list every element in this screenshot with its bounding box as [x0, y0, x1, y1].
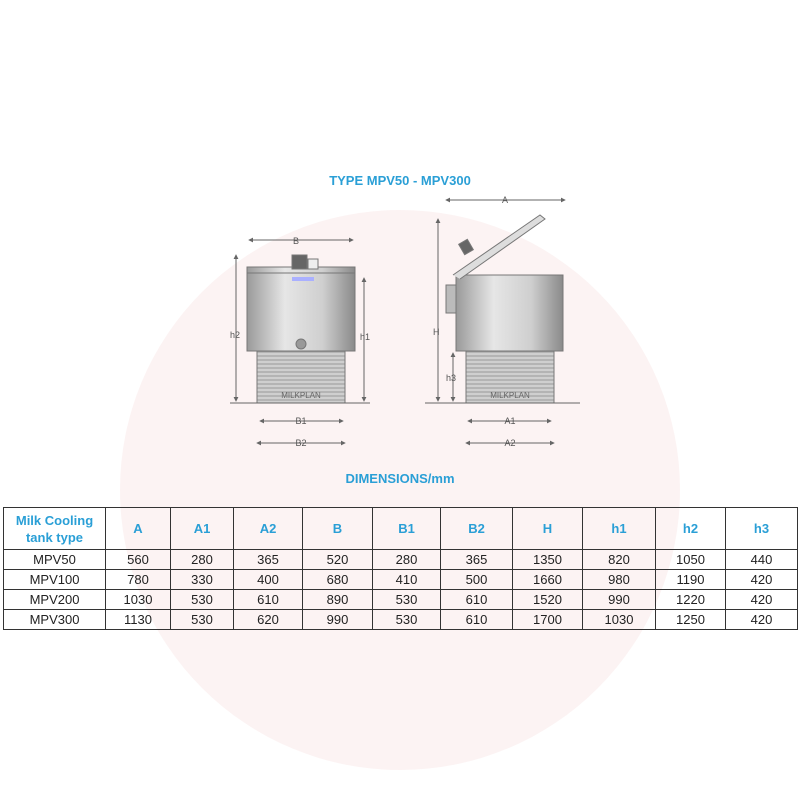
- table-cell: 990: [302, 609, 373, 630]
- label-h2: h2: [230, 330, 240, 340]
- table-row: MPV200 1030 530 610 890 530 610 1520 990 1220 420: [3, 589, 798, 610]
- table-cell: 280: [372, 549, 441, 570]
- table-cell: 1220: [655, 589, 726, 610]
- column-header: B2: [440, 507, 513, 550]
- table-cell: 1520: [512, 589, 583, 610]
- table-cell: 1250: [655, 609, 726, 630]
- brand-label-front: MILKPLAN: [281, 391, 321, 400]
- watermark-logo: [120, 210, 680, 770]
- column-header: h2: [655, 507, 726, 550]
- table-cell: 610: [440, 609, 513, 630]
- table-row: MPV100 780 330 400 680 410 500 1660 980 1190 420: [3, 569, 798, 590]
- table-cell: 530: [372, 609, 441, 630]
- label-h1: h1: [360, 332, 370, 342]
- table-cell: 530: [170, 589, 234, 610]
- drawing-title: TYPE MPV50 - MPV300: [329, 173, 471, 188]
- side-view: [425, 197, 580, 446]
- tank-dimension-drawing: B h2 h1 B1 B2 MILKPLAN A H h3 A1 A2 MILK…: [230, 195, 580, 448]
- table-cell: 530: [372, 589, 441, 610]
- table-cell: 1050: [655, 549, 726, 570]
- column-header: h3: [725, 507, 798, 550]
- table-cell: MPV200: [3, 589, 106, 610]
- label-B1: B1: [295, 416, 306, 426]
- label-B2: B2: [295, 438, 306, 448]
- table-cell: 440: [725, 549, 798, 570]
- table-cell: 1350: [512, 549, 583, 570]
- table-cell: 980: [582, 569, 656, 590]
- table-cell: 365: [233, 549, 303, 570]
- brand-label-side: MILKPLAN: [490, 391, 530, 400]
- table-cell: 420: [725, 609, 798, 630]
- table-cell: MPV100: [3, 569, 106, 590]
- table-cell: 1030: [582, 609, 656, 630]
- table-cell: 420: [725, 589, 798, 610]
- table-cell: 990: [582, 589, 656, 610]
- dimensions-title: DIMENSIONS/mm: [345, 471, 455, 486]
- front-view: [230, 237, 370, 446]
- table-cell: 610: [440, 589, 513, 610]
- column-header: h1: [582, 507, 656, 550]
- table-cell: 680: [302, 569, 373, 590]
- table-cell: 520: [302, 549, 373, 570]
- table-cell: 1190: [655, 569, 726, 590]
- table-cell: 1660: [512, 569, 583, 590]
- column-header: A2: [233, 507, 303, 550]
- label-A: A: [502, 195, 508, 205]
- table-cell: 280: [170, 549, 234, 570]
- table-cell: MPV50: [3, 549, 106, 570]
- table-cell: 410: [372, 569, 441, 590]
- table-cell: 420: [725, 569, 798, 590]
- table-cell: 330: [170, 569, 234, 590]
- column-header: B: [302, 507, 373, 550]
- column-header: Milk Cooling tank type: [3, 507, 106, 550]
- table-row: MPV50 560 280 365 520 280 365 1350 820 1050 440: [3, 549, 798, 570]
- table-row: MPV300 1130 530 620 990 530 610 1700 1030 1250 420: [3, 609, 798, 630]
- label-h3: h3: [446, 373, 456, 383]
- table-cell: 890: [302, 589, 373, 610]
- table-cell: 1130: [105, 609, 171, 630]
- table-cell: 365: [440, 549, 513, 570]
- table-cell: 1030: [105, 589, 171, 610]
- column-header: H: [512, 507, 583, 550]
- label-B: B: [293, 236, 299, 246]
- table-cell: 780: [105, 569, 171, 590]
- column-header: B1: [372, 507, 441, 550]
- table-cell: 610: [233, 589, 303, 610]
- table-cell: 620: [233, 609, 303, 630]
- table-cell: 820: [582, 549, 656, 570]
- label-H: H: [433, 327, 440, 337]
- column-header: A1: [170, 507, 234, 550]
- column-header: A: [105, 507, 171, 550]
- table-cell: MPV300: [3, 609, 106, 630]
- label-A1: A1: [504, 416, 515, 426]
- table-cell: 1700: [512, 609, 583, 630]
- table-cell: 400: [233, 569, 303, 590]
- table-cell: 500: [440, 569, 513, 590]
- table-cell: 560: [105, 549, 171, 570]
- label-A2: A2: [504, 438, 515, 448]
- table-cell: 530: [170, 609, 234, 630]
